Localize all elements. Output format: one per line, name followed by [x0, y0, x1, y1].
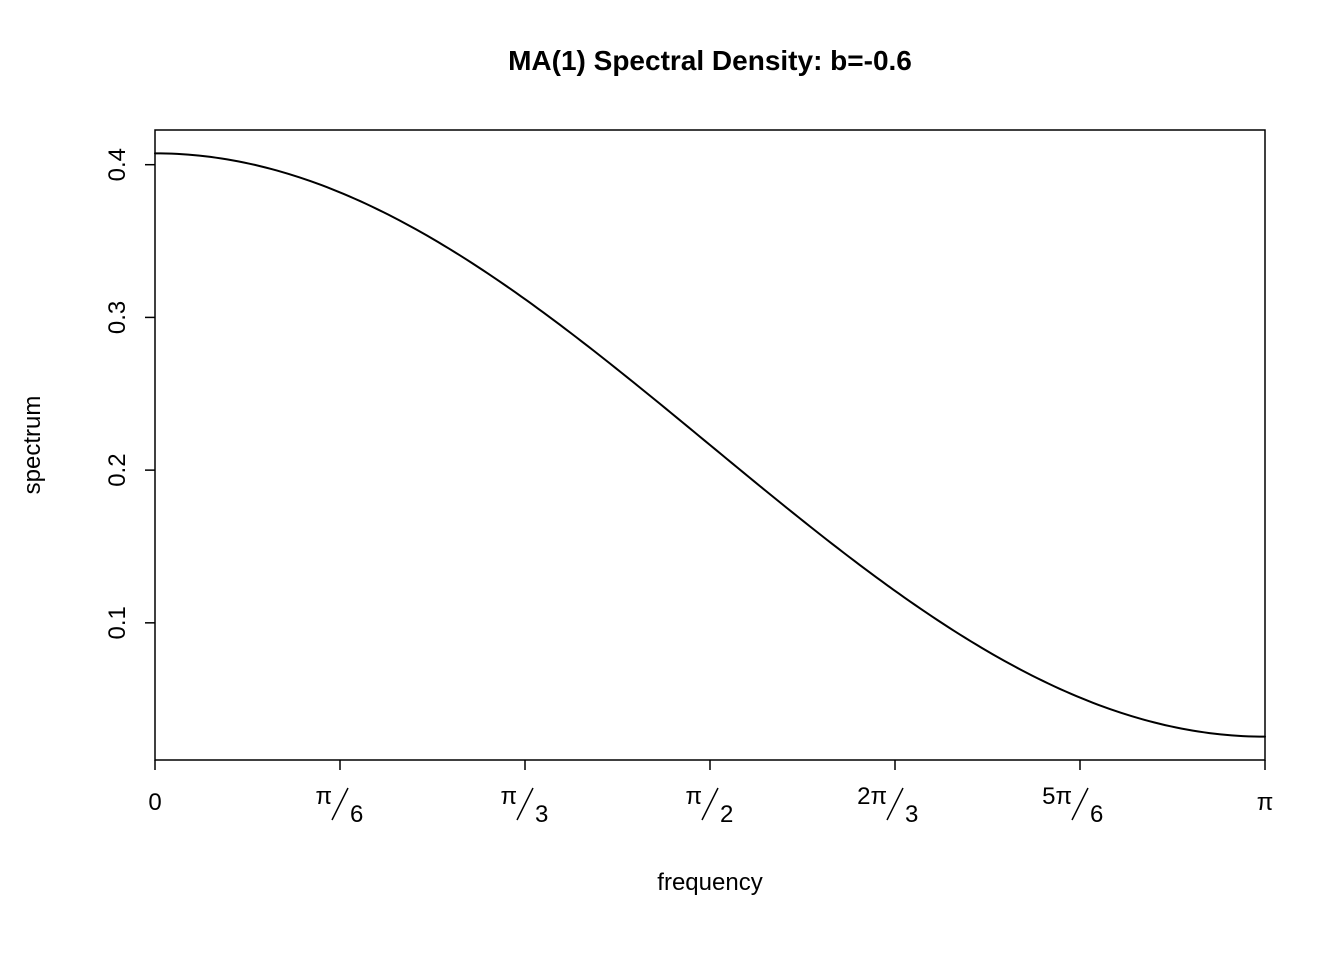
y-tick-label: 0.4	[104, 148, 131, 181]
x-tick-label: 0	[148, 789, 161, 816]
y-tick-label: 0.3	[104, 301, 131, 334]
chart-container: MA(1) Spectral Density: b=-0.6 frequency s…	[0, 0, 1344, 960]
x-tick-label-den: 3	[535, 801, 548, 828]
y-axis-label: spectrum	[19, 396, 46, 495]
x-tick-label-den: 6	[1090, 801, 1103, 828]
y-tick-label: 0.1	[104, 606, 131, 639]
y-tick-label: 0.2	[104, 453, 131, 486]
chart-bg	[0, 0, 1344, 960]
x-tick-label-den: 6	[350, 801, 363, 828]
x-tick-label-num: 2π	[857, 783, 887, 810]
x-tick-label-num: π	[500, 783, 517, 810]
x-tick-label: π	[1257, 789, 1274, 816]
x-axis-label: frequency	[657, 869, 762, 896]
x-tick-label-num: π	[315, 783, 332, 810]
chart-title: MA(1) Spectral Density: b=-0.6	[508, 45, 912, 76]
chart-svg: MA(1) Spectral Density: b=-0.6 frequency s…	[0, 0, 1344, 960]
x-tick-label-den: 3	[905, 801, 918, 828]
x-tick-label-num: 5π	[1042, 783, 1072, 810]
x-tick-label-num: π	[685, 783, 702, 810]
x-tick-label-den: 2	[720, 801, 733, 828]
